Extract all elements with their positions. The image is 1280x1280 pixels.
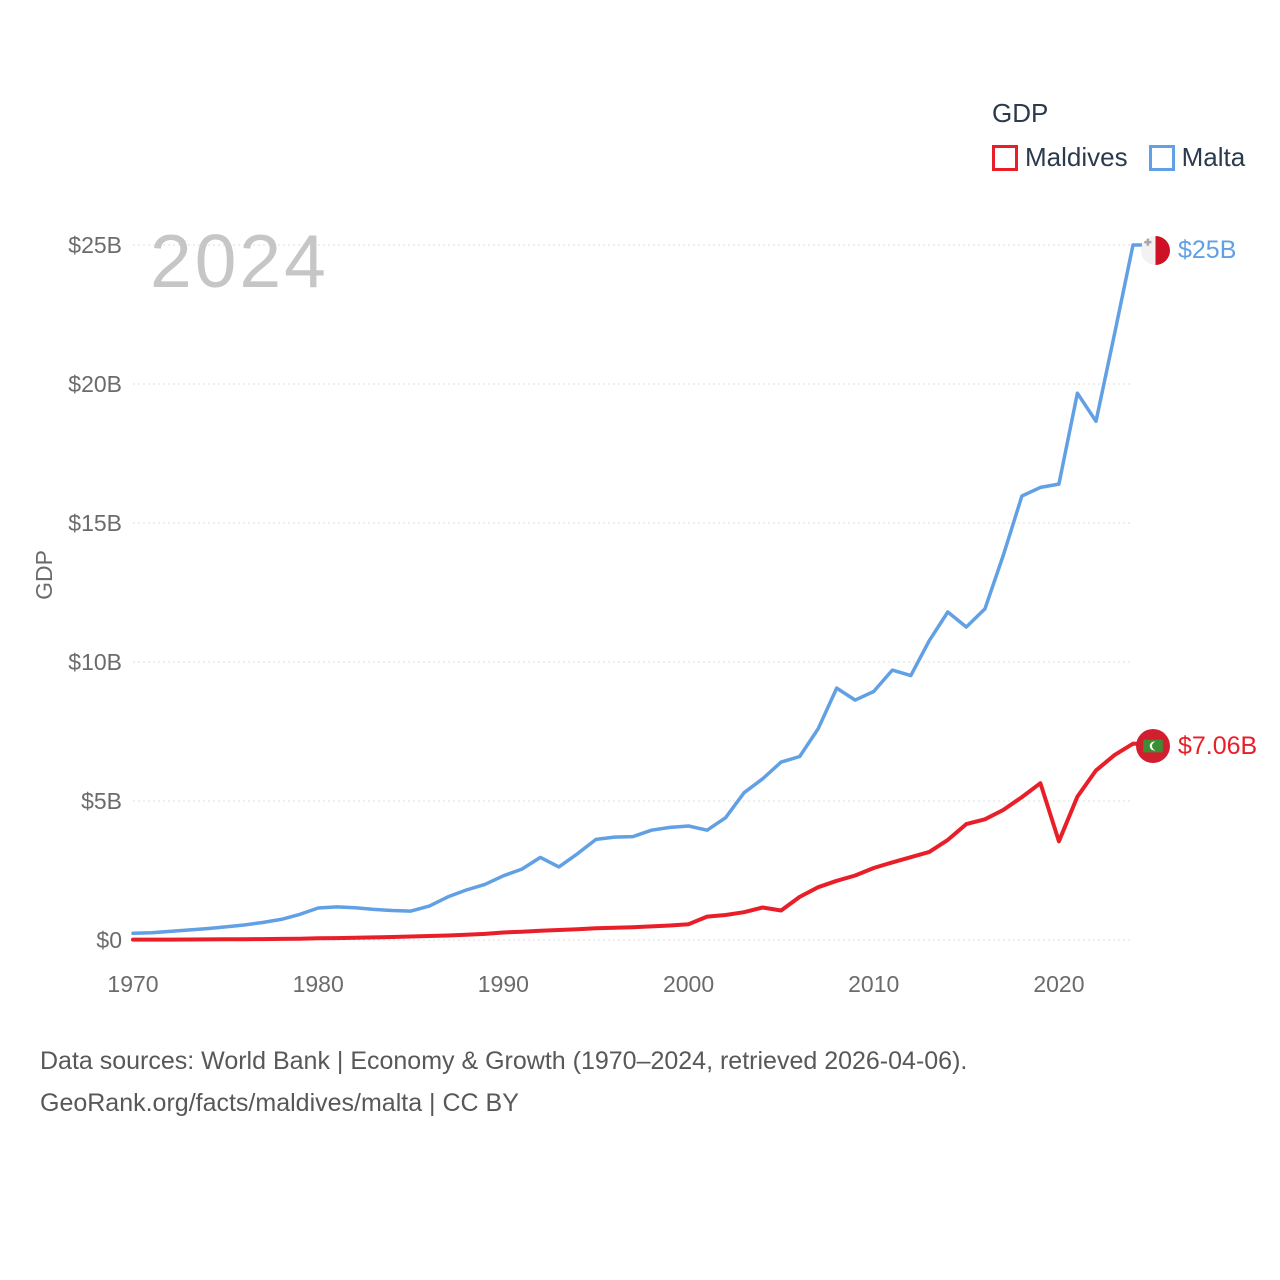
year-watermark: 2024 — [150, 219, 329, 303]
x-tick-label: 1970 — [107, 971, 159, 997]
legend-label-malta: Malta — [1181, 142, 1246, 172]
malta-end-label: $25B — [1141, 236, 1236, 265]
legend-label-maldives: Maldives — [1025, 142, 1128, 172]
x-tick-label: 2010 — [848, 971, 900, 997]
malta-flag-icon — [1141, 236, 1170, 265]
x-tick-label: 2000 — [662, 971, 715, 997]
x-tick-label: 2020 — [1033, 971, 1085, 997]
maldives-flag-icon — [1136, 729, 1170, 763]
malta-end-value: $25B — [1178, 236, 1237, 264]
maldives-end-value: $7.06B — [1178, 731, 1258, 760]
maldives-end-label: $7.06B — [1136, 729, 1257, 763]
data-sources-line: Data sources: World Bank | Economy & Gro… — [40, 1047, 968, 1075]
y-tick-label: $0 — [96, 927, 122, 953]
legend-items: Maldives Malta — [992, 142, 1245, 173]
x-tick-label: 1990 — [477, 971, 529, 997]
y-tick-label: $15B — [68, 510, 122, 536]
series-line-malta[interactable] — [131, 243, 1135, 936]
y-tick-label: $5B — [81, 788, 122, 814]
legend-title: GDP — [992, 98, 1049, 128]
attribution-link-line: GeoRank.org/facts/maldives/malta | CC BY — [40, 1089, 519, 1117]
source-attribution: Data sources: World Bank | Economy & Gro… — [40, 1040, 967, 1124]
maldives-series-swatch — [992, 144, 1018, 171]
series-line-maldives[interactable] — [131, 741, 1135, 942]
y-tick-label: $20B — [68, 371, 122, 397]
x-tick-label: 1980 — [292, 971, 344, 997]
legend: GDP Maldives Malta — [992, 98, 1245, 173]
legend-item-maldives[interactable]: Maldives — [992, 142, 1128, 173]
y-tick-label: $25B — [68, 232, 122, 258]
malta-series-swatch — [1148, 144, 1175, 171]
y-tick-label: $10B — [68, 649, 122, 675]
legend-item-malta[interactable]: Malta — [1148, 142, 1246, 173]
